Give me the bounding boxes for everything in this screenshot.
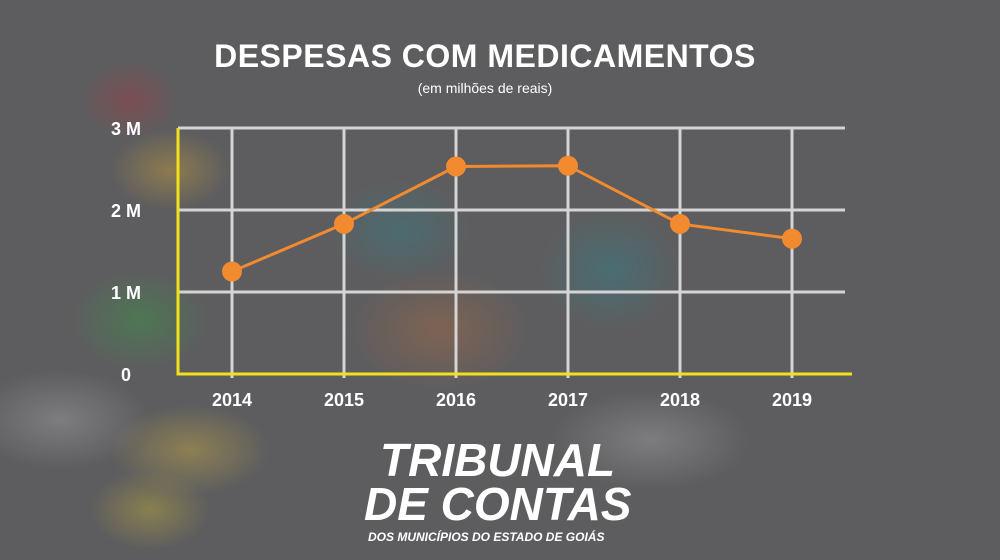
data-point-2016 [446, 156, 466, 177]
data-point-2018 [670, 213, 690, 234]
logo-line-2: DE CONTAS [364, 478, 632, 530]
x-tick-label: 2019 [772, 390, 812, 410]
chart-title: DESPESAS COM MEDICAMENTOS [214, 38, 756, 74]
x-tick-label: 2014 [212, 390, 252, 410]
logo-line-3: DOS MUNICÍPIOS DO ESTADO DE GOIÁS [368, 530, 605, 544]
data-point-2019 [782, 228, 802, 249]
y-tick-label: 0 [121, 365, 131, 385]
x-tick-label: 2015 [324, 390, 364, 410]
logo-line-1: TRIBUNAL [380, 434, 616, 486]
x-tick-label: 2018 [660, 390, 700, 410]
series-line [231, 164, 793, 273]
y-tick-label: 3 M [111, 119, 141, 139]
data-point-2015 [334, 213, 354, 234]
y-tick-label: 1 M [111, 283, 141, 303]
data-point-2017 [558, 155, 578, 176]
x-tick-label: 2016 [436, 390, 476, 410]
y-tick-label: 2 M [111, 201, 141, 221]
chart-subtitle: (em milhões de reais) [417, 80, 553, 96]
data-point-2014 [222, 261, 242, 282]
axes [176, 128, 852, 376]
x-tick-label: 2017 [548, 390, 588, 410]
